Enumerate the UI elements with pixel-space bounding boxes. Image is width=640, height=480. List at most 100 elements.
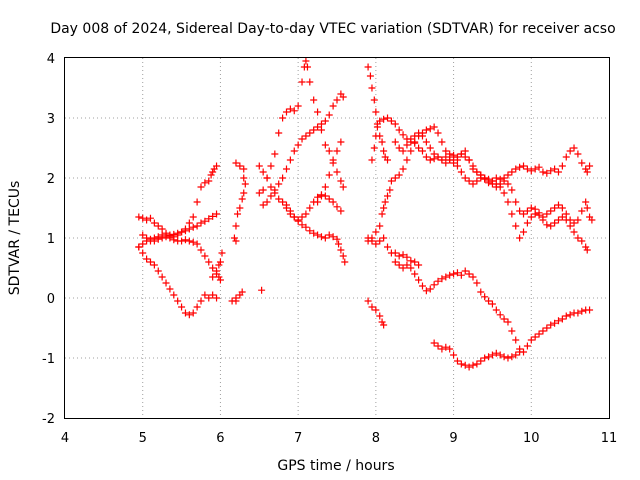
data-point xyxy=(586,162,594,170)
data-point xyxy=(473,168,481,176)
data-point xyxy=(370,144,378,152)
data-point xyxy=(380,321,388,329)
data-point xyxy=(185,219,193,227)
data-point xyxy=(523,207,531,215)
data-point xyxy=(205,258,213,266)
data-point xyxy=(539,327,547,335)
data-point xyxy=(240,174,248,182)
data-point xyxy=(547,207,555,215)
data-point xyxy=(496,351,504,359)
data-point xyxy=(209,212,217,220)
y-tick-label: 0 xyxy=(47,292,55,307)
data-point xyxy=(178,228,186,236)
data-point xyxy=(574,150,582,158)
data-point xyxy=(558,315,566,323)
data-point xyxy=(422,153,430,161)
data-point xyxy=(143,234,151,242)
data-point xyxy=(368,303,376,311)
data-point xyxy=(378,210,386,218)
data-point xyxy=(457,150,465,158)
data-point xyxy=(453,357,461,365)
data-point xyxy=(376,312,384,320)
data-point xyxy=(213,294,221,302)
data-point xyxy=(558,162,566,170)
data-point xyxy=(583,204,591,212)
data-point xyxy=(230,234,238,242)
data-point xyxy=(139,214,147,222)
data-point xyxy=(523,165,531,173)
data-point xyxy=(232,237,240,245)
data-point xyxy=(306,78,314,86)
data-point xyxy=(329,233,337,241)
data-point xyxy=(578,159,586,167)
data-point xyxy=(446,150,454,158)
data-point xyxy=(453,156,461,164)
data-point xyxy=(520,228,528,236)
data-point xyxy=(551,165,559,173)
data-point xyxy=(337,246,345,254)
data-point xyxy=(376,237,384,245)
data-point xyxy=(381,198,389,206)
data-point xyxy=(259,168,267,176)
data-point xyxy=(500,189,508,197)
data-point xyxy=(422,138,430,146)
data-point xyxy=(290,107,298,115)
data-point xyxy=(201,217,209,225)
data-point xyxy=(146,258,154,266)
data-point xyxy=(294,102,302,110)
data-point xyxy=(391,258,399,266)
data-point xyxy=(422,287,430,295)
data-point xyxy=(391,138,399,146)
data-point xyxy=(582,243,590,251)
data-point xyxy=(306,227,314,235)
data-point xyxy=(329,102,337,110)
data-point xyxy=(205,215,213,223)
data-point xyxy=(558,213,566,221)
data-point xyxy=(562,153,570,161)
data-point xyxy=(267,183,275,191)
data-point xyxy=(434,342,442,350)
data-point xyxy=(399,147,407,155)
data-point xyxy=(201,291,209,299)
data-point xyxy=(387,117,395,125)
data-point xyxy=(434,153,442,161)
data-point xyxy=(218,249,226,257)
data-point xyxy=(321,183,329,191)
data-point xyxy=(310,229,318,237)
y-tick-label: 2 xyxy=(47,172,55,187)
data-point xyxy=(399,251,407,259)
data-point xyxy=(477,171,485,179)
data-point xyxy=(457,271,465,279)
x-tick-label: 7 xyxy=(294,431,302,446)
data-point xyxy=(504,198,512,206)
data-point xyxy=(325,231,333,239)
data-point xyxy=(209,168,217,176)
data-point xyxy=(213,162,221,170)
data-point xyxy=(516,163,524,171)
data-point xyxy=(461,267,469,275)
data-point xyxy=(520,210,528,218)
data-point xyxy=(384,192,392,200)
data-point xyxy=(337,207,345,215)
data-point xyxy=(418,282,426,290)
data-point xyxy=(473,360,481,368)
data-point xyxy=(488,300,496,308)
data-point xyxy=(339,93,347,101)
data-point xyxy=(496,180,504,188)
data-point xyxy=(566,147,574,155)
data-point xyxy=(430,281,438,289)
data-point xyxy=(461,174,469,182)
data-point xyxy=(321,117,329,125)
data-point xyxy=(139,240,147,248)
data-point xyxy=(453,162,461,170)
data-point xyxy=(255,162,263,170)
data-point xyxy=(314,231,322,239)
data-point xyxy=(516,348,524,356)
x-tick-label: 10 xyxy=(523,431,540,446)
data-point xyxy=(337,177,345,185)
data-point xyxy=(317,120,325,128)
data-point xyxy=(395,144,403,152)
data-point xyxy=(139,249,147,257)
data-points xyxy=(135,57,596,371)
